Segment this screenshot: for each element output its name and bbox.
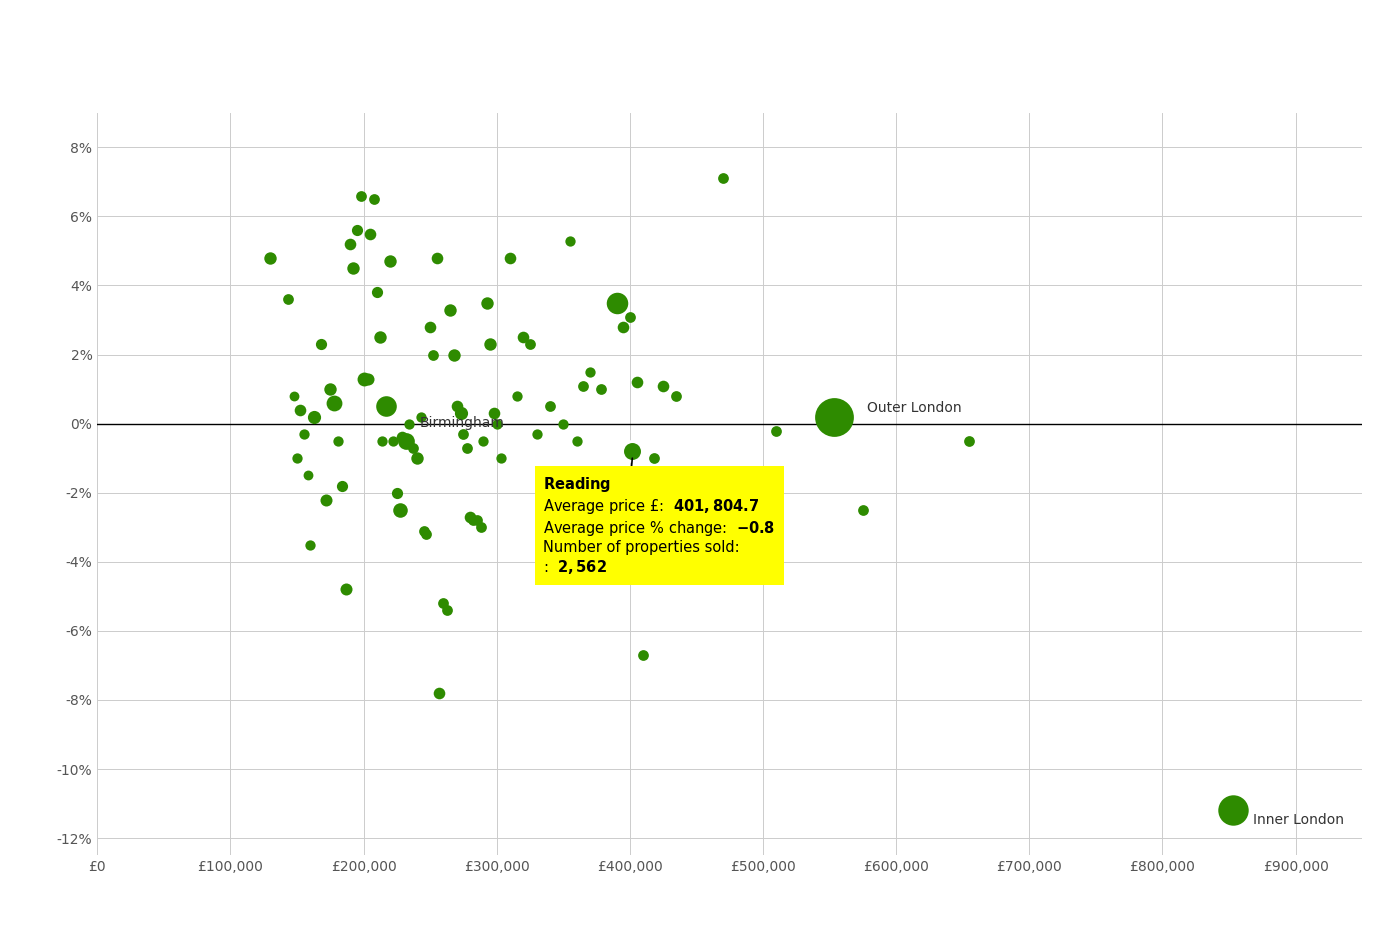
Point — [421, 347, 443, 362]
Point — [642, 450, 664, 465]
Text: Outer London: Outer London — [867, 400, 962, 415]
Point — [712, 171, 734, 186]
Point — [506, 388, 528, 403]
Point — [320, 382, 342, 397]
Point — [310, 337, 332, 352]
Text: Birmingham: Birmingham — [420, 416, 505, 431]
Point — [395, 433, 417, 448]
Point — [589, 382, 612, 397]
Point — [459, 509, 481, 525]
Point — [296, 468, 318, 483]
Point — [327, 433, 349, 448]
Point — [418, 320, 441, 335]
Point — [391, 430, 413, 445]
Point — [359, 227, 381, 242]
Point — [299, 537, 321, 552]
Point — [432, 596, 455, 611]
Point — [612, 320, 634, 335]
Point — [402, 440, 424, 455]
Point — [366, 285, 388, 300]
Point — [413, 524, 435, 539]
Point — [316, 493, 338, 508]
Point — [539, 399, 562, 414]
Point — [446, 399, 468, 414]
Point — [513, 330, 535, 345]
Point — [480, 337, 502, 352]
Point — [303, 409, 325, 424]
Point — [386, 485, 409, 500]
Point — [823, 409, 845, 424]
Point — [406, 450, 428, 465]
Point — [452, 427, 474, 442]
Text: Inner London: Inner London — [1252, 813, 1344, 827]
Text: $\mathbf{Reading}$
Average price £:  $\mathbf{401,804.7}$
Average price % change: $\mathbf{Reading}$ Average price £: $\ma… — [543, 476, 776, 576]
Point — [632, 648, 655, 663]
Point — [379, 254, 402, 269]
Point — [485, 416, 507, 431]
Point — [619, 309, 641, 324]
Point — [388, 503, 410, 518]
Point — [324, 396, 346, 411]
Point — [652, 378, 674, 393]
Point — [410, 409, 432, 424]
Point — [461, 513, 484, 528]
Point — [277, 291, 299, 306]
Point — [552, 416, 574, 431]
Point — [621, 444, 644, 459]
Point — [443, 347, 466, 362]
Point — [566, 433, 588, 448]
Point — [398, 416, 420, 431]
Point — [499, 250, 521, 265]
Point — [382, 433, 404, 448]
Point — [518, 337, 541, 352]
Point — [456, 440, 478, 455]
Point — [958, 433, 980, 448]
Point — [477, 295, 499, 310]
Point — [339, 237, 361, 252]
Point — [284, 388, 306, 403]
Point — [289, 402, 311, 417]
Point — [353, 371, 375, 386]
Point — [1222, 803, 1244, 818]
Point — [260, 250, 282, 265]
Point — [559, 233, 581, 248]
Point — [450, 406, 473, 421]
Point — [363, 192, 385, 207]
Point — [852, 503, 874, 518]
Point — [482, 406, 505, 421]
Point — [342, 260, 364, 275]
Point — [428, 685, 450, 700]
Point — [368, 330, 391, 345]
Point — [606, 295, 628, 310]
Point — [621, 444, 644, 459]
Point — [436, 603, 459, 618]
Point — [371, 433, 393, 448]
Point — [356, 371, 378, 386]
Point — [578, 365, 600, 380]
Point — [766, 423, 788, 438]
Point — [439, 302, 461, 317]
Point — [525, 427, 548, 442]
Point — [466, 513, 488, 528]
Point — [573, 378, 595, 393]
Point — [626, 375, 648, 390]
Point — [473, 433, 495, 448]
Point — [416, 526, 438, 541]
Point — [470, 520, 492, 535]
Point — [331, 478, 353, 494]
Point — [425, 250, 448, 265]
Point — [375, 399, 398, 414]
Point — [666, 388, 688, 403]
Point — [286, 450, 309, 465]
Point — [350, 188, 373, 203]
Point — [489, 450, 512, 465]
Point — [346, 223, 368, 238]
Point — [292, 427, 314, 442]
Point — [335, 582, 357, 597]
